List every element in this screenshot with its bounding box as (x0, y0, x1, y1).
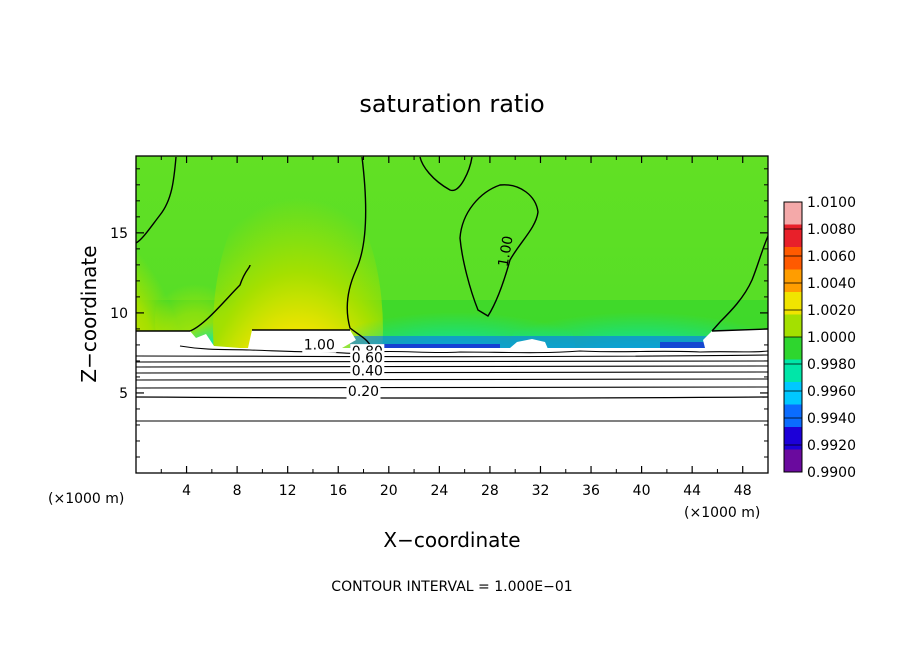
x-axis: 4 8 12 16 20 24 28 32 36 40 44 48 (160, 156, 752, 499)
colorbar-label: 1.0060 (807, 249, 856, 265)
contour-label: 1.00 (496, 235, 517, 268)
contour-label: 0.60 (352, 351, 383, 367)
y-tick-label: 10 (110, 306, 128, 322)
contour-label-bg (302, 337, 337, 353)
contour-0.99-wiggle (179, 345, 768, 354)
contour-label: 1.00 (304, 338, 335, 354)
chart-title: saturation ratio (359, 90, 544, 118)
colorbar-swatch (784, 404, 802, 428)
contour-1.00-left-a (136, 156, 177, 244)
field-white-mid (248, 330, 356, 348)
x-tick-label: 28 (481, 483, 499, 499)
contour-1.00-plume (189, 156, 373, 351)
field-navy-band (380, 344, 500, 351)
field-stable-layer (136, 348, 768, 473)
colorbar-swatch (784, 247, 802, 270)
contour-label-bg (346, 384, 381, 400)
y-tick-label: 5 (119, 386, 128, 402)
contour-interval-note: CONTOUR INTERVAL = 1.000E−01 (331, 579, 572, 595)
colorbar-label: 1.0000 (807, 330, 856, 346)
colorbar-label: 1.0080 (807, 222, 856, 238)
y-axis: 5 10 15 (110, 168, 768, 458)
colorbar-label: 1.0100 (807, 195, 856, 211)
x-tick-label: 44 (683, 483, 701, 499)
colorbar-swatch (784, 337, 802, 360)
contour-1.00-upper (419, 156, 473, 191)
colorbar-label: 1.0020 (807, 303, 856, 319)
y-tick-label: 15 (110, 226, 128, 242)
contour-label: 0.40 (352, 363, 383, 379)
contour-labels: 1.000.800.600.400.201.00 (302, 235, 517, 400)
x-unit-label-right: (×1000 m) (684, 505, 760, 521)
colorbar-swatch (784, 269, 802, 293)
field-navy-band-right (660, 342, 705, 351)
colorbar-label: 0.9920 (807, 438, 856, 454)
colorbar-label: 0.9900 (807, 465, 856, 481)
contour-label: 0.20 (348, 384, 379, 400)
plot-area (136, 156, 768, 473)
colorbar-swatch (784, 202, 802, 225)
colorbar-label: 0.9940 (807, 411, 856, 427)
x-tick-label: 24 (430, 483, 448, 499)
colorbar: 1.0100 1.0080 1.0060 1.0040 1.0020 1.0000 0.99… (783, 195, 856, 481)
contour-1.00-base (136, 328, 768, 332)
contour-label-bg (350, 350, 385, 366)
colorbar-swatch (784, 382, 802, 405)
field-white-left (136, 331, 240, 348)
contour-label-bg (350, 363, 385, 379)
contour-1.00-closed (459, 184, 539, 317)
y-axis-label: Z−coordinate (77, 245, 101, 382)
x-tick-label: 12 (279, 483, 297, 499)
colorbar-label: 1.0040 (807, 276, 856, 292)
field-white-patch (510, 339, 548, 349)
colorbar-swatch (784, 449, 802, 473)
colorbar-label: 0.9960 (807, 384, 856, 400)
colorbar-swatch (784, 314, 802, 338)
colorbar-label: 0.9980 (807, 357, 856, 373)
x-tick-label: 20 (380, 483, 398, 499)
x-tick-label: 32 (532, 483, 550, 499)
x-tick-label: 8 (233, 483, 242, 499)
contour-0.80 (136, 354, 768, 358)
colorbar-swatch (784, 224, 802, 248)
contour-0.70 (136, 360, 768, 363)
x-axis-label: X−coordinate (383, 528, 520, 552)
x-tick-label: 40 (633, 483, 651, 499)
contour-0.20 (136, 396, 768, 399)
colorbar-swatch (784, 427, 802, 450)
x-tick-label: 16 (329, 483, 347, 499)
x-tick-label: 36 (582, 483, 600, 499)
x-unit-label-left: (×1000 m) (48, 491, 124, 507)
field-white-right (703, 329, 768, 348)
colorbar-swatch (784, 292, 802, 315)
x-tick-label: 4 (182, 483, 191, 499)
x-tick-label: 48 (734, 483, 752, 499)
contour-1.00-right (711, 235, 768, 332)
colorbar-swatch (784, 359, 802, 383)
plot-frame (135, 155, 769, 474)
